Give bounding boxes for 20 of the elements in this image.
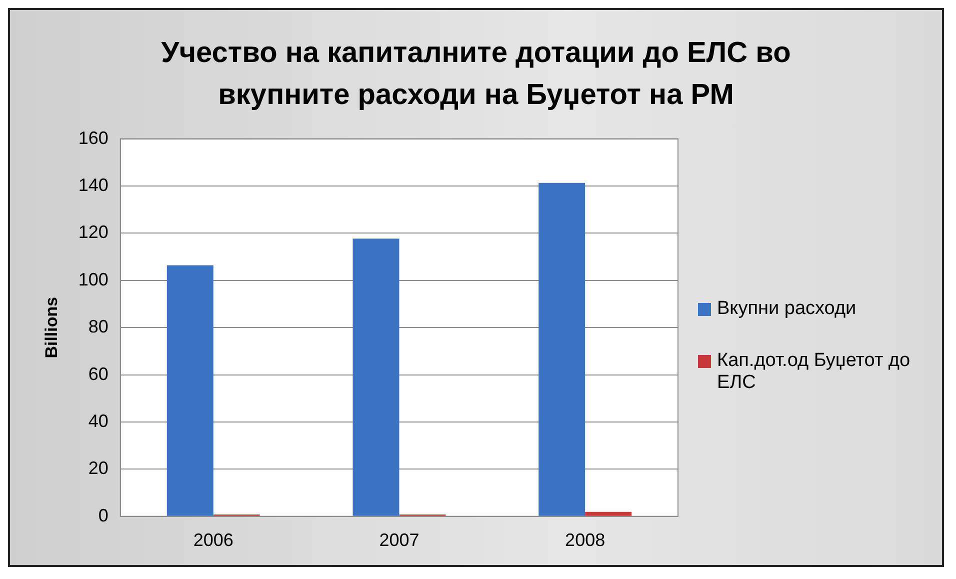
- bar: [166, 265, 214, 516]
- y-tick-label: 80: [88, 316, 108, 337]
- bar: [352, 238, 400, 516]
- y-tick-label: 20: [88, 458, 108, 478]
- legend-label: Вкупни расходи: [717, 298, 856, 320]
- bar: [585, 512, 632, 516]
- y-tick-label: 160: [78, 128, 108, 148]
- y-tick-label: 120: [78, 222, 108, 242]
- x-tick-label: 2006: [193, 530, 234, 550]
- y-tick-label: 0: [98, 505, 108, 526]
- chart-title: Учество на капиталните дотации до ЕЛС во вкупните расходи на Буџетот на РМ: [160, 36, 792, 113]
- y-tick-label: 100: [78, 269, 108, 290]
- bar: [538, 182, 586, 516]
- legend-label: Кап.дот.од Буџетот до ЕЛС: [717, 350, 912, 394]
- x-tick-label: 2008: [565, 530, 606, 550]
- y-tick-label: 140: [78, 174, 108, 195]
- y-tick-label: 60: [88, 364, 108, 384]
- y-axis-title: Billions: [42, 296, 61, 358]
- y-tick-label: 40: [88, 410, 108, 431]
- x-tick-label: 2007: [379, 530, 420, 550]
